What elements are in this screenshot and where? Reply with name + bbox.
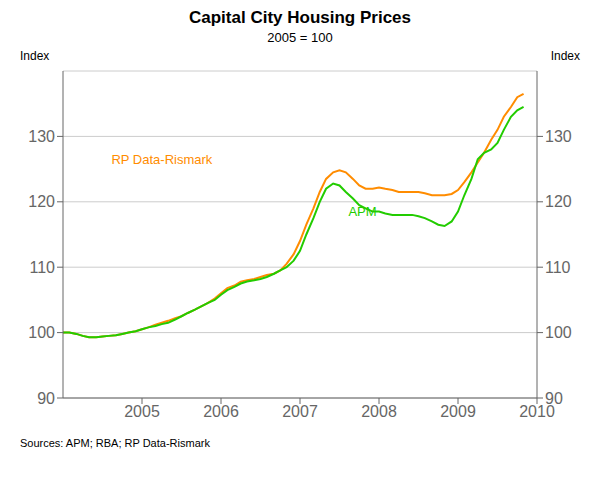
svg-text:130: 130 (545, 128, 572, 145)
html-text:Capital City Housing Prices: Capital City Housing Prices (189, 8, 411, 27)
svg-text:APM: APM (348, 204, 376, 219)
svg-text:2010: 2010 (519, 403, 555, 421)
html-text:Index: Index (20, 49, 50, 63)
svg-text:120: 120 (545, 193, 572, 210)
svg-text:2005: 2005 (124, 403, 160, 420)
svg-text:130: 130 (28, 128, 55, 145)
svg-text:RP Data-Rismark: RP Data-Rismark (111, 152, 212, 167)
svg-text:120: 120 (28, 193, 55, 210)
svg-text:2007: 2007 (282, 403, 318, 420)
svg-text:90: 90 (37, 390, 55, 407)
svg-text:2008: 2008 (361, 403, 397, 420)
svg-text:100: 100 (28, 324, 55, 341)
html-text:Sources: APM; RBA; RP Data-Ris: Sources: APM; RBA; RP Data-Rismark (20, 437, 210, 449)
html-text:2005 = 100: 2005 = 100 (267, 30, 333, 45)
svg-text:2009: 2009 (440, 403, 476, 420)
svg-text:100: 100 (545, 324, 572, 341)
svg-text:2006: 2006 (203, 403, 239, 420)
html-text:Index: Index (550, 49, 580, 63)
svg-text:110: 110 (545, 259, 571, 276)
svg-text:110: 110 (29, 259, 55, 276)
svg-text:90: 90 (545, 390, 563, 407)
